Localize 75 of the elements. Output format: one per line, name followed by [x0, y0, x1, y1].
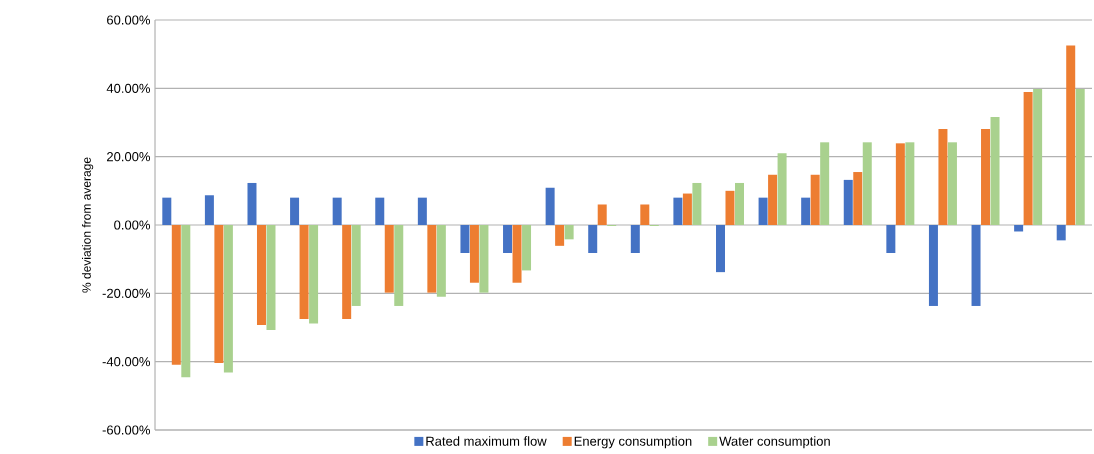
bar	[375, 197, 385, 225]
bar	[715, 224, 725, 273]
y-tick-label: 60.00%	[107, 15, 151, 25]
bar	[734, 182, 744, 225]
bar	[981, 128, 991, 225]
bar	[810, 174, 820, 225]
bar	[640, 204, 650, 225]
bar	[181, 224, 191, 378]
bar	[820, 142, 830, 225]
bar	[309, 224, 319, 324]
bar	[853, 172, 863, 225]
bar	[503, 224, 513, 253]
bar	[223, 224, 233, 373]
bar	[1075, 89, 1085, 225]
bar	[1023, 92, 1033, 225]
bar	[938, 128, 948, 225]
bar	[469, 224, 479, 283]
legend-label: Rated maximum flow	[426, 436, 547, 446]
bar	[597, 204, 607, 225]
bar	[436, 224, 446, 297]
bar	[564, 224, 574, 240]
bar	[928, 224, 938, 306]
bar	[522, 224, 532, 271]
bar	[630, 224, 640, 253]
bar	[886, 224, 896, 253]
bar	[394, 224, 404, 306]
bar	[545, 187, 555, 225]
bar	[692, 182, 702, 225]
bar	[247, 182, 257, 225]
bar	[479, 224, 489, 293]
bar	[725, 190, 735, 225]
bar	[162, 197, 172, 225]
bar	[971, 224, 981, 306]
y-tick-label: -40.00%	[102, 357, 151, 367]
bar	[460, 224, 470, 253]
bar	[1066, 45, 1076, 225]
bar	[1033, 89, 1043, 225]
y-tick-label: 40.00%	[106, 83, 151, 93]
y-tick-label: -20.00%	[102, 288, 151, 298]
bar	[947, 142, 957, 225]
legend-label: Water consumption	[719, 436, 830, 449]
bar	[256, 224, 266, 326]
bar	[266, 224, 276, 330]
bar	[332, 197, 342, 225]
y-axis-title: % deviation from average	[82, 157, 94, 293]
legend-label: Energy consumption	[574, 436, 692, 449]
bar	[214, 224, 224, 364]
bar	[777, 153, 787, 225]
bar	[384, 224, 394, 293]
bar	[895, 143, 905, 225]
bar	[299, 224, 309, 319]
bar	[351, 224, 361, 306]
bar	[682, 193, 692, 225]
bar	[342, 224, 352, 319]
bar	[905, 142, 915, 225]
bar	[427, 224, 437, 293]
bar	[1014, 224, 1024, 232]
bar	[801, 197, 811, 225]
bar	[204, 195, 214, 225]
bar	[758, 197, 768, 225]
bar	[555, 224, 565, 246]
y-tick-label: -60.00%	[102, 425, 151, 435]
bar	[990, 117, 1000, 225]
bar	[768, 174, 778, 225]
bar	[843, 179, 853, 225]
y-tick-label: 0.00%	[114, 220, 151, 230]
bar	[171, 224, 181, 365]
bar	[512, 224, 522, 283]
bar	[588, 224, 598, 253]
bar	[1056, 224, 1066, 241]
bar	[673, 197, 683, 225]
bar	[290, 197, 300, 225]
y-tick-label: 20.00%	[107, 152, 151, 162]
bar	[417, 197, 427, 225]
bar	[862, 142, 872, 225]
